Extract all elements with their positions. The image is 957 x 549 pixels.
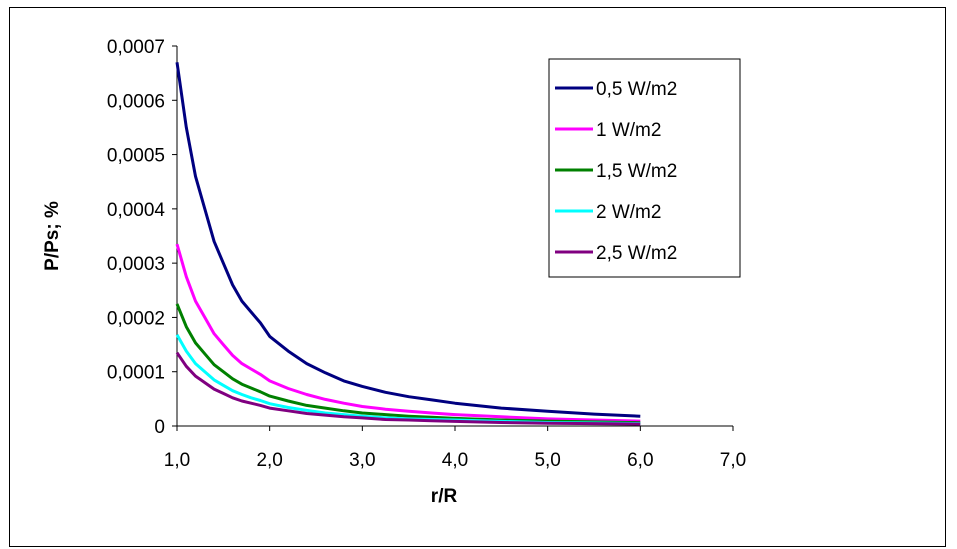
legend-label: 1 W/m2 (596, 120, 661, 141)
x-axis-ticks: 1,0 2,0 3,0 4,0 5,0 6,0 7,0 (164, 426, 746, 471)
legend-label: 2,5 W/m2 (596, 243, 677, 264)
y-tick-label: 0,0007 (107, 37, 165, 58)
y-axis-title: P/Ps; % (42, 201, 63, 271)
x-tick-label: 5,0 (534, 450, 560, 471)
x-tick-label: 6,0 (627, 450, 653, 471)
series-lines (175, 62, 641, 426)
legend-label: 1,5 W/m2 (596, 161, 677, 182)
series-line-3 (175, 303, 641, 425)
series-line-1 (175, 62, 641, 418)
y-tick-label: 0,0004 (107, 200, 166, 221)
series-line-5 (175, 351, 641, 426)
y-tick-label: 0 (154, 417, 165, 438)
legend-box (548, 58, 741, 278)
line-chart: 0 0,0001 0,0002 0,0003 0,0004 0,0005 0,0006 0,0… (42, 37, 746, 507)
y-tick-label: 0,0002 (107, 308, 165, 329)
x-tick-label: 1,0 (164, 450, 190, 471)
x-tick-label: 2,0 (256, 450, 282, 471)
series-line-2 (175, 243, 641, 423)
y-axis-ticks: 0 0,0001 0,0002 0,0003 0,0004 0,0005 0,0006 0,0… (107, 37, 177, 438)
legend: 0,5 W/m2 1 W/m2 1,5 W/m2 2 W/m2 2,5 W/m2 (548, 58, 741, 278)
y-tick-label: 0,0003 (107, 254, 165, 275)
y-tick-label: 0,0005 (107, 146, 165, 167)
x-tick-label: 4,0 (442, 450, 468, 471)
legend-label: 2 W/m2 (596, 202, 661, 223)
x-axis-title: r/R (431, 486, 458, 507)
legend-label: 0,5 W/m2 (596, 79, 677, 100)
y-tick-label: 0,0006 (107, 91, 165, 112)
chart-area: 0 0,0001 0,0002 0,0003 0,0004 0,0005 0,0006 0,0… (9, 7, 946, 547)
x-tick-label: 3,0 (349, 450, 375, 471)
y-tick-label: 0,0001 (107, 363, 165, 384)
x-tick-label: 7,0 (720, 450, 746, 471)
